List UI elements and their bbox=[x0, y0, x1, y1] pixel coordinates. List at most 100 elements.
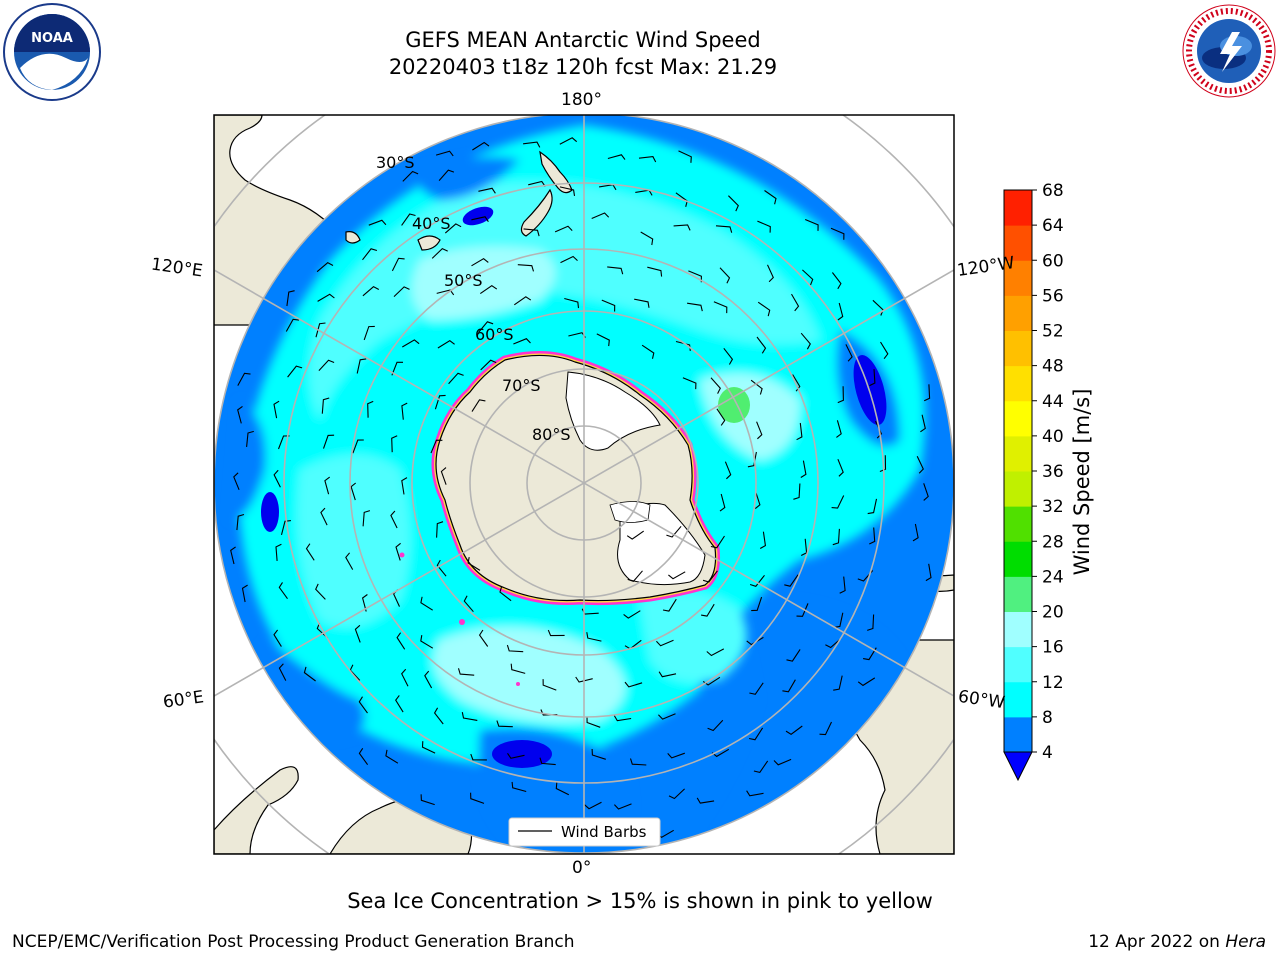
wind-barb bbox=[499, 586, 512, 602]
wind-barb bbox=[586, 716, 601, 728]
wind-barb bbox=[317, 293, 335, 302]
wind-barb bbox=[673, 224, 691, 231]
wind-barb bbox=[766, 264, 774, 283]
wind-barb bbox=[438, 169, 455, 181]
colorbar-segment bbox=[1004, 295, 1032, 331]
wind-barb bbox=[237, 405, 243, 424]
wind-barb bbox=[867, 498, 878, 515]
wind-barb bbox=[819, 721, 832, 736]
colorbar-tick-label: 20 bbox=[1042, 603, 1064, 623]
colorbar-segment bbox=[1004, 260, 1032, 296]
wind-barb bbox=[702, 570, 718, 583]
wind-barb bbox=[647, 266, 663, 277]
wind-barb bbox=[402, 339, 420, 348]
wind-barb bbox=[318, 359, 335, 371]
wind-barb bbox=[638, 156, 657, 163]
wind-barb bbox=[923, 384, 931, 402]
wind-barb bbox=[596, 333, 610, 347]
wind-barb bbox=[470, 792, 485, 804]
wind-barb bbox=[715, 225, 733, 233]
colorbar-segment bbox=[1004, 506, 1032, 542]
wind-barb bbox=[402, 170, 419, 182]
ronne-ice-shelf bbox=[617, 502, 706, 586]
wind-barb bbox=[421, 741, 436, 754]
wind-barb bbox=[875, 420, 883, 439]
wind-barb bbox=[591, 748, 606, 760]
wind-barb bbox=[746, 636, 764, 646]
wind-barb bbox=[879, 455, 887, 473]
wind-barb bbox=[747, 451, 757, 468]
wind-barb bbox=[517, 264, 535, 272]
wind-barb bbox=[750, 379, 763, 395]
wind-barb bbox=[230, 546, 236, 565]
colorbar-tick-label: 36 bbox=[1042, 462, 1064, 482]
wind-barb bbox=[724, 461, 732, 480]
colorbar-under-arrow bbox=[1003, 751, 1033, 782]
wind-barb bbox=[305, 543, 315, 561]
lat-label-70s: 70°S bbox=[502, 376, 541, 395]
colorbar-tick-label: 28 bbox=[1042, 532, 1064, 552]
wind-barb bbox=[463, 595, 474, 613]
wind-barb bbox=[833, 612, 844, 628]
colorbar-tick-label: 4 bbox=[1042, 743, 1053, 763]
wind-barb bbox=[461, 711, 478, 721]
wind-barb bbox=[802, 269, 814, 286]
wind-barb bbox=[391, 361, 403, 376]
wind-barb bbox=[764, 190, 777, 205]
wind-barb bbox=[857, 677, 876, 687]
wind-barb bbox=[435, 150, 454, 157]
wind-barb bbox=[759, 531, 766, 549]
footer-date-text: 12 Apr 2022 on bbox=[1088, 932, 1226, 952]
wind-barb bbox=[800, 332, 811, 350]
wind-barb bbox=[448, 372, 464, 385]
wind-barb bbox=[430, 439, 443, 454]
wind-barb bbox=[560, 255, 578, 264]
wind-barb bbox=[748, 727, 764, 741]
wind-barb bbox=[315, 322, 326, 338]
wind-barb bbox=[668, 571, 686, 580]
wind-barb bbox=[554, 225, 573, 233]
colorbar-tick-label: 12 bbox=[1042, 673, 1064, 693]
wind-barb bbox=[785, 725, 803, 735]
wind-barb bbox=[757, 220, 771, 233]
wind-barb bbox=[401, 668, 409, 687]
wind-barb bbox=[586, 632, 602, 642]
wind-barb bbox=[472, 141, 490, 151]
wind-barb bbox=[362, 286, 380, 297]
colorbar-segment bbox=[1004, 471, 1032, 507]
wind-barb bbox=[723, 347, 734, 365]
wind-barb bbox=[513, 338, 531, 345]
legend-label: Wind Barbs bbox=[561, 823, 647, 841]
wind-barb bbox=[839, 576, 846, 594]
wind-barb bbox=[322, 434, 335, 449]
lon-label-0: 0° bbox=[572, 858, 592, 878]
wind-barb bbox=[555, 782, 570, 796]
wind-barb bbox=[496, 720, 513, 728]
wind-barb bbox=[361, 594, 368, 612]
wind-barb bbox=[471, 258, 489, 267]
wind-barb bbox=[396, 632, 406, 650]
graticule bbox=[214, 115, 954, 854]
footer-date: 12 Apr 2022 on Hera bbox=[1088, 932, 1266, 952]
wind-barb bbox=[831, 272, 842, 290]
wind-barb bbox=[480, 359, 497, 371]
colorbar-segment bbox=[1004, 400, 1032, 437]
wind-barb bbox=[362, 510, 371, 527]
wind-barb bbox=[869, 527, 876, 545]
legend: Wind Barbs bbox=[508, 817, 661, 847]
wind-barb bbox=[782, 679, 796, 693]
wind-barb bbox=[303, 666, 316, 682]
wind-barb bbox=[784, 574, 799, 587]
wind-barb bbox=[658, 671, 677, 678]
wind-barb bbox=[358, 696, 368, 714]
wind-barb bbox=[696, 797, 715, 804]
wind-barb bbox=[436, 289, 455, 296]
wind-barb bbox=[623, 610, 641, 619]
wind-barb bbox=[719, 493, 726, 512]
wind-barb bbox=[273, 629, 282, 647]
wind-barb bbox=[237, 372, 251, 386]
colorbar-tick-label: 60 bbox=[1042, 251, 1064, 271]
wind-barb bbox=[916, 456, 924, 474]
colorbar-segment bbox=[1004, 681, 1032, 718]
